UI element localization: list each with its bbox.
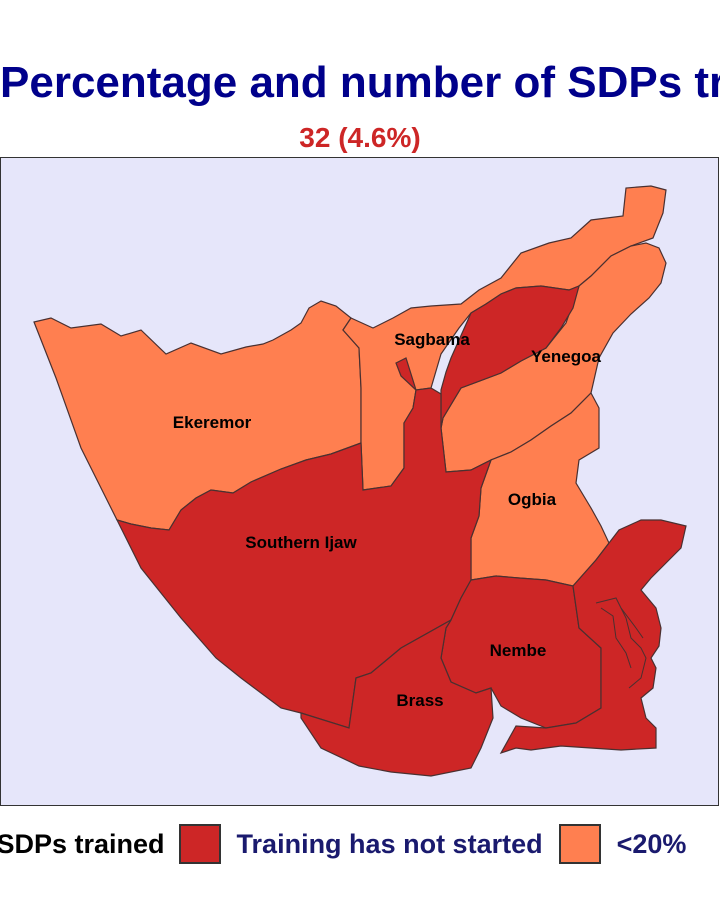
legend-title: % of SDPs trained bbox=[0, 828, 165, 859]
legend-label-not-started: Training has not started bbox=[236, 828, 543, 859]
map-svg: Ekeremor Sagbama Yenegoa Ogbia Southern … bbox=[33, 185, 687, 777]
legend-swatch-under-20 bbox=[558, 824, 601, 864]
legend-label-under-20: <20% bbox=[616, 828, 687, 859]
title-area: Percentage and number of SDPs trained bbox=[0, 0, 720, 130]
region-brass bbox=[300, 619, 494, 777]
legend-swatch-not-started bbox=[178, 824, 221, 864]
legend-area: % of SDPs trained Training has not start… bbox=[0, 820, 720, 880]
region-east-coast bbox=[499, 519, 687, 755]
map-title: Percentage and number of SDPs trained bbox=[0, 58, 720, 107]
label-southern-ijaw: Southern Ijaw bbox=[245, 533, 357, 552]
label-brass: Brass bbox=[396, 691, 443, 710]
label-ogbia: Ogbia bbox=[508, 490, 557, 509]
legend: % of SDPs trained Training has not start… bbox=[0, 824, 702, 864]
label-ekeremor: Ekeremor bbox=[173, 413, 252, 432]
label-nembe: Nembe bbox=[490, 641, 547, 660]
region-kolokuma bbox=[440, 284, 580, 429]
map-subtitle: 32 (4.6%) bbox=[299, 122, 421, 153]
label-sagbama: Sagbama bbox=[394, 330, 470, 349]
label-yenegoa: Yenegoa bbox=[531, 347, 601, 366]
map-panel: Ekeremor Sagbama Yenegoa Ogbia Southern … bbox=[0, 157, 719, 806]
